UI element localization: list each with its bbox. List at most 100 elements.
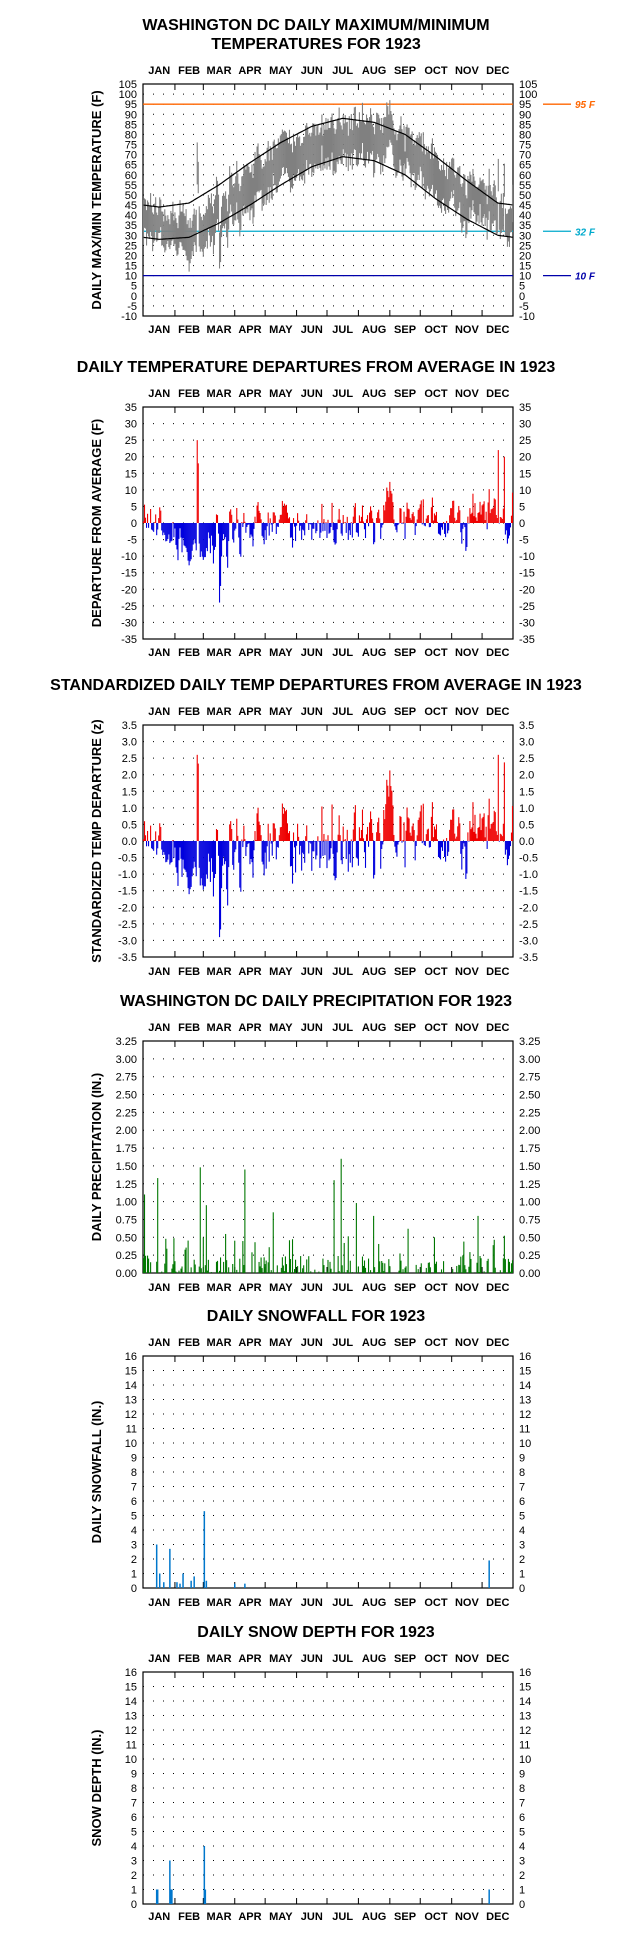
month-label: AUG: [362, 1282, 386, 1294]
y-tick-label: 13: [125, 1711, 137, 1723]
month-label: AUG: [362, 1597, 386, 1609]
y-tick-label: -25: [121, 601, 137, 613]
y-tick-label: 90: [125, 109, 137, 121]
month-label: JUL: [332, 706, 353, 718]
month-label: JUL: [332, 1337, 353, 1349]
y-tick-label: 20: [125, 250, 137, 262]
month-label: JAN: [148, 324, 170, 336]
y-tick-label: 11: [126, 1740, 137, 1752]
y-tick-label: -1.0: [118, 869, 137, 881]
y-tick-label: 0: [131, 1583, 137, 1595]
month-label: JUL: [332, 324, 353, 336]
y-tick-label: 45: [519, 200, 531, 212]
y-tick-label: 1.00: [519, 1197, 540, 1209]
month-label: AUG: [362, 1022, 386, 1034]
y-tick-label: 2.50: [519, 1090, 540, 1102]
y-tick-label: -10: [121, 311, 137, 323]
y-tick-label: -0.5: [519, 853, 538, 865]
month-label: MAY: [269, 1282, 293, 1294]
y-tick-label: -3.0: [118, 935, 137, 947]
y-tick-label: 16: [519, 1351, 531, 1363]
y-tick-label: 14: [519, 1696, 531, 1708]
panel-title: STANDARDIZED DAILY TEMP DEPARTURES FROM …: [50, 677, 582, 694]
month-label: MAR: [206, 1653, 231, 1665]
y-tick-label: 16: [519, 1667, 531, 1679]
y-tick-label: 35: [125, 220, 137, 232]
y-tick-label: 60: [125, 170, 137, 182]
month-label: FEB: [178, 1337, 200, 1349]
y-tick-label: 14: [125, 1380, 137, 1392]
y-tick-label: 3.25: [519, 1036, 540, 1048]
month-label: OCT: [424, 1337, 448, 1349]
month-label: APR: [238, 324, 261, 336]
y-tick-label: 105: [119, 79, 137, 91]
y-tick-label: 8: [519, 1467, 525, 1479]
y-tick-label: 5: [131, 501, 137, 513]
marks-depth: [155, 1846, 490, 1904]
y-tick-label: 5: [131, 1827, 137, 1839]
month-label: JAN: [148, 1022, 170, 1034]
y-tick-label: 10: [125, 1754, 137, 1766]
y-tick-label: 35: [519, 220, 531, 232]
month-label: MAR: [206, 1597, 231, 1609]
month-label: NOV: [455, 65, 480, 77]
month-label: APR: [238, 1337, 261, 1349]
y-tick-label: 1.25: [519, 1179, 540, 1191]
y-tick-label: 50: [125, 190, 137, 202]
y-tick-label: 25: [125, 240, 137, 252]
y-tick-label: 60: [519, 170, 531, 182]
y-tick-label: 0.50: [116, 1232, 137, 1244]
y-tick-label: 3: [131, 1856, 137, 1868]
y-tick-label: 6: [519, 1812, 525, 1824]
y-tick-label: 1.5: [122, 786, 137, 798]
month-label: OCT: [424, 65, 448, 77]
y-tick-label: 0.50: [519, 1232, 540, 1244]
y-tick-label: 35: [519, 402, 531, 414]
month-label: FEB: [178, 388, 200, 400]
y-tick-label: 13: [519, 1711, 531, 1723]
month-label: SEP: [394, 1911, 416, 1923]
y-tick-label: 20: [519, 250, 531, 262]
y-tick-label: 80: [519, 129, 531, 141]
month-label: DEC: [486, 65, 509, 77]
y-tick-label: 0.0: [122, 836, 137, 848]
y-tick-label: 5: [519, 501, 525, 513]
y-axis-label: DEPARTURE FROM AVERAGE (F): [89, 419, 104, 627]
y-tick-label: 40: [125, 210, 137, 222]
month-label: JAN: [148, 1282, 170, 1294]
y-tick-label: 2.0: [519, 770, 534, 782]
y-tick-label: -10: [519, 311, 535, 323]
panel-title: WASHINGTON DC DAILY PRECIPITATION FOR 19…: [120, 993, 512, 1010]
month-label: DEC: [486, 1022, 509, 1034]
y-tick-label: -2.0: [118, 902, 137, 914]
month-label: DEC: [486, 388, 509, 400]
y-tick-label: 16: [125, 1667, 137, 1679]
month-label: AUG: [362, 647, 386, 659]
month-label: APR: [238, 647, 261, 659]
y-tick-label: 10: [519, 1438, 531, 1450]
y-tick-label: 1: [131, 1569, 137, 1581]
y-tick-label: 14: [519, 1380, 531, 1392]
y-tick-label: 10: [125, 1438, 137, 1450]
y-tick-label: 0: [519, 1583, 525, 1595]
month-label: MAR: [206, 706, 231, 718]
y-tick-label: 6: [131, 1812, 137, 1824]
y-tick-label: 30: [519, 419, 531, 431]
month-label: OCT: [424, 1022, 448, 1034]
month-label: JUN: [301, 966, 323, 978]
panel-title: TEMPERATURES FOR 1923: [211, 36, 421, 53]
month-label: SEP: [394, 324, 416, 336]
month-label: JUL: [332, 388, 353, 400]
month-label: APR: [238, 388, 261, 400]
y-tick-label: 2.75: [519, 1072, 540, 1084]
panel-title: DAILY SNOW DEPTH FOR 1923: [197, 1624, 434, 1641]
y-tick-label: 6: [131, 1496, 137, 1508]
y-tick-label: 30: [125, 419, 137, 431]
month-label: DEC: [486, 966, 509, 978]
y-tick-label: 7: [131, 1798, 137, 1810]
y-tick-label: -5: [519, 301, 529, 313]
y-tick-label: -30: [121, 617, 137, 629]
month-label: FEB: [178, 706, 200, 718]
